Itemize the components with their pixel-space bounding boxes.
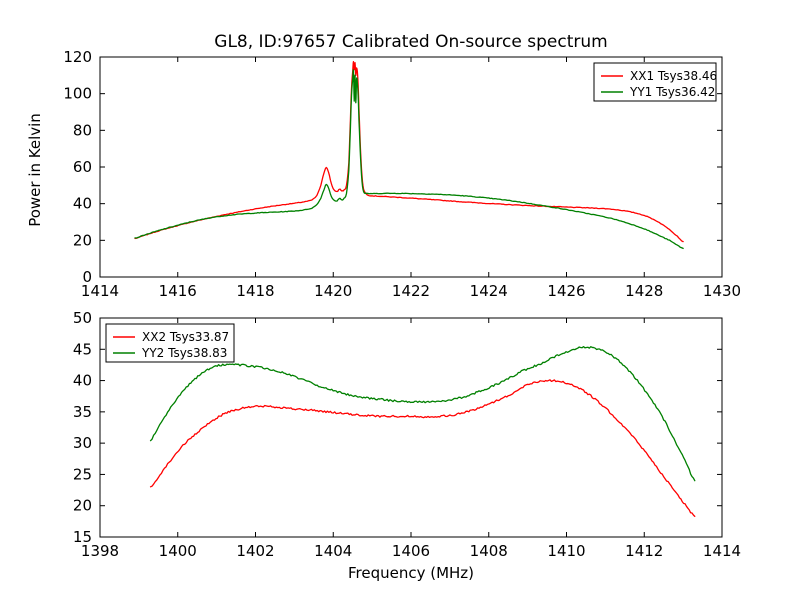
top-panel-axes: 1414 1416 1418 1420 1422 1424 1426 1428 1430 0 20 4… xyxy=(63,48,741,300)
legend-label: XX2 Tsys33.87 xyxy=(142,330,229,344)
y-tick-label: 0 xyxy=(82,268,92,286)
x-tick-label: 1414 xyxy=(81,282,119,300)
x-tick-label: 1416 xyxy=(159,282,197,300)
x-tick-label: 1426 xyxy=(547,282,585,300)
x-tick-label: 1398 xyxy=(81,542,119,560)
legend-label: YY2 Tsys38.83 xyxy=(141,346,227,360)
x-tick-label: 1430 xyxy=(703,282,741,300)
series-line-xx2 xyxy=(149,379,696,517)
y-tick-label: 40 xyxy=(73,195,92,213)
legend-box xyxy=(105,323,235,363)
legend-box xyxy=(593,62,717,102)
x-tick-label: 1422 xyxy=(392,282,430,300)
bottom-panel-axes: 1398 1400 1402 1404 1406 1408 1410 1412 1414 15 20… xyxy=(73,309,741,560)
x-tick-label: 1412 xyxy=(625,542,663,560)
series-group xyxy=(134,60,684,250)
x-tick-label: 1424 xyxy=(470,282,508,300)
series-line-yy2 xyxy=(149,346,696,482)
legend-label: XX1 Tsys38.46 xyxy=(630,69,717,83)
x-tick-label: 1414 xyxy=(703,542,741,560)
y-tick-label: 30 xyxy=(73,434,92,452)
y-tick-label: 100 xyxy=(63,85,92,103)
y-tick-label: 120 xyxy=(63,48,92,66)
x-tick-label: 1406 xyxy=(392,542,430,560)
x-tick-label: 1404 xyxy=(314,542,352,560)
y-tick-label: 45 xyxy=(73,340,92,358)
y-tick-label: 20 xyxy=(73,497,92,515)
y-tick-label: 20 xyxy=(73,231,92,249)
x-tick-label: 1408 xyxy=(470,542,508,560)
series-line-xx1 xyxy=(134,60,684,243)
x-tick-label: 1428 xyxy=(625,282,663,300)
legend-label: YY1 Tsys36.42 xyxy=(629,85,715,99)
y-tick-label: 50 xyxy=(73,309,92,327)
y-tick-label: 40 xyxy=(73,372,92,390)
y-tick-label: 15 xyxy=(73,528,92,546)
y-tick-label: 60 xyxy=(73,158,92,176)
y-axis-label-top: Power in Kelvin xyxy=(26,113,44,227)
y-tick-label: 25 xyxy=(73,465,92,483)
series-group xyxy=(149,346,696,517)
series-line-yy1 xyxy=(134,69,684,250)
page-title: GL8, ID:97657 Calibrated On-source spect… xyxy=(214,32,607,52)
x-tick-label: 1402 xyxy=(236,542,274,560)
x-tick-label: 1410 xyxy=(547,542,585,560)
y-tick-label: 35 xyxy=(73,403,92,421)
x-tick-label: 1400 xyxy=(159,542,197,560)
y-tick-label: 80 xyxy=(73,121,92,139)
x-tick-label: 1420 xyxy=(314,282,352,300)
x-axis-label-bottom: Frequency (MHz) xyxy=(348,564,474,582)
x-tick-label: 1418 xyxy=(236,282,274,300)
